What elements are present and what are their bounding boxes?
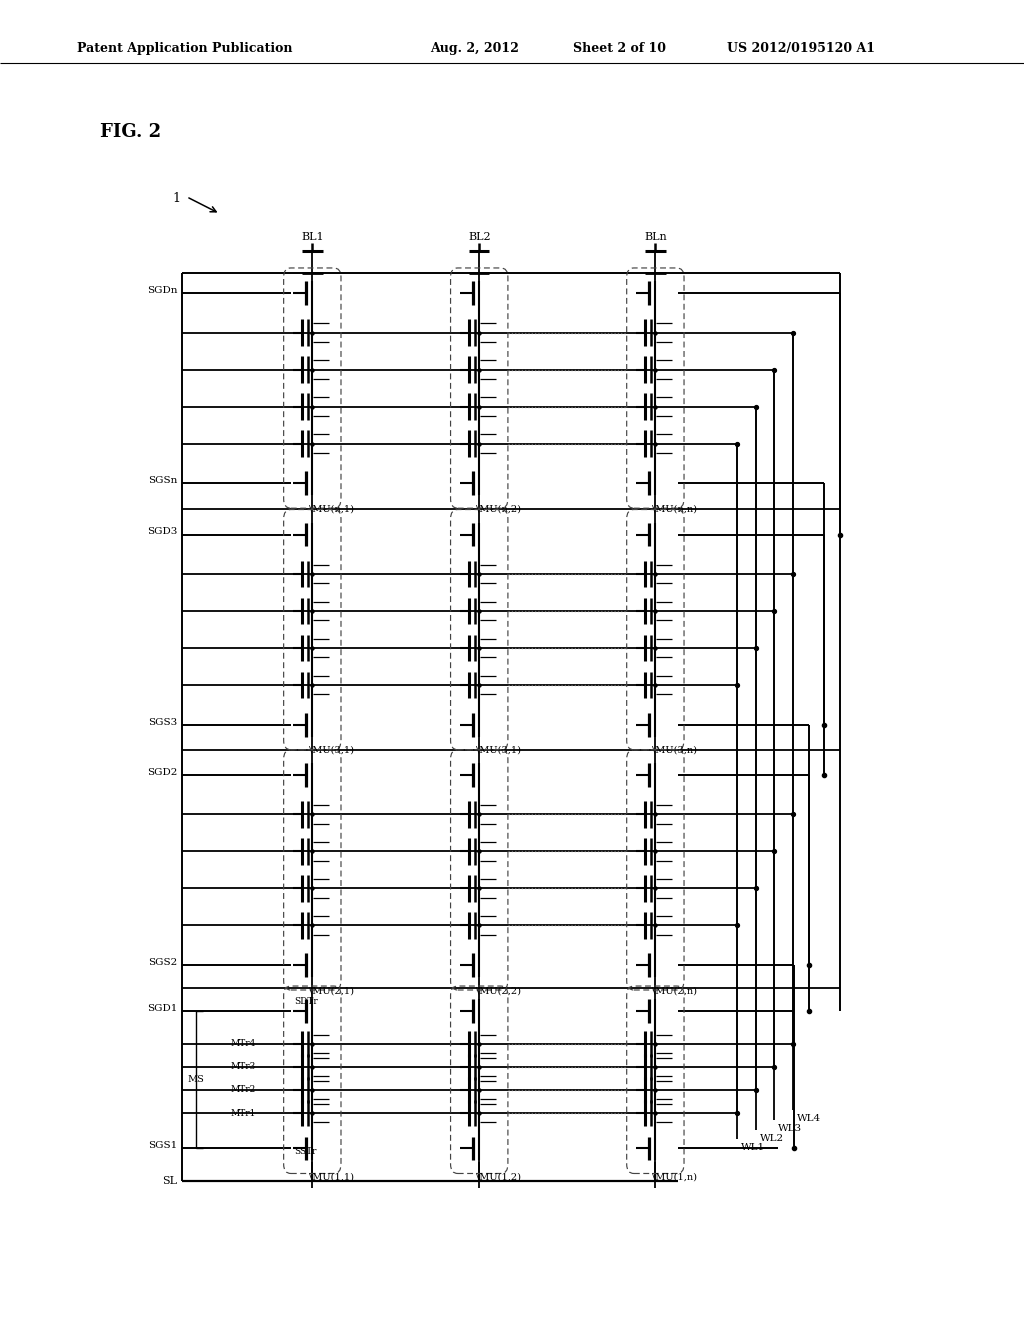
- Text: \MU(n,n): \MU(n,n): [652, 504, 697, 513]
- Text: \MU(1,n): \MU(1,n): [652, 1172, 697, 1181]
- Text: WL2: WL2: [760, 1134, 784, 1143]
- Text: SL: SL: [162, 1176, 177, 1187]
- Text: SGS3: SGS3: [147, 718, 177, 726]
- Text: \MU(1,1): \MU(1,1): [309, 1172, 354, 1181]
- Text: BL2: BL2: [468, 231, 490, 242]
- Text: SSTr: SSTr: [294, 1147, 316, 1155]
- Text: SGS2: SGS2: [147, 958, 177, 966]
- Text: MTr4: MTr4: [230, 1039, 256, 1048]
- Text: Patent Application Publication: Patent Application Publication: [77, 42, 292, 55]
- Text: SGDn: SGDn: [146, 286, 177, 294]
- Text: WL4: WL4: [797, 1114, 821, 1123]
- Text: SGD3: SGD3: [146, 528, 177, 536]
- Text: \MU(1,2): \MU(1,2): [476, 1172, 521, 1181]
- Text: SDTr: SDTr: [294, 998, 317, 1006]
- Text: Aug. 2, 2012: Aug. 2, 2012: [430, 42, 519, 55]
- Text: SGD2: SGD2: [146, 768, 177, 776]
- Text: BLn: BLn: [644, 231, 667, 242]
- Text: Sheet 2 of 10: Sheet 2 of 10: [573, 42, 667, 55]
- Text: 1: 1: [172, 191, 180, 205]
- Text: \MU(3,1): \MU(3,1): [476, 746, 521, 755]
- Text: WL3: WL3: [778, 1123, 803, 1133]
- Text: SGSn: SGSn: [147, 477, 177, 484]
- Text: \MU(2,2): \MU(2,2): [476, 986, 521, 995]
- Text: US 2012/0195120 A1: US 2012/0195120 A1: [727, 42, 876, 55]
- Text: MTr3: MTr3: [230, 1063, 256, 1072]
- Text: MTr2: MTr2: [230, 1085, 256, 1094]
- Text: BL1: BL1: [301, 231, 324, 242]
- Text: SGD1: SGD1: [146, 1005, 177, 1012]
- Text: FIG. 2: FIG. 2: [100, 123, 162, 141]
- Text: WL1: WL1: [741, 1143, 766, 1152]
- Text: MS: MS: [187, 1076, 204, 1084]
- Text: SGS1: SGS1: [147, 1142, 177, 1150]
- Text: \MU(2,1): \MU(2,1): [309, 986, 354, 995]
- Text: \MU(n,1): \MU(n,1): [309, 504, 354, 513]
- Text: \MU(3,n): \MU(3,n): [652, 746, 697, 755]
- Text: \MU(2,n): \MU(2,n): [652, 986, 697, 995]
- Text: MTr1: MTr1: [230, 1109, 256, 1118]
- Text: \MU(n,2): \MU(n,2): [476, 504, 521, 513]
- Text: \MU(3,1): \MU(3,1): [309, 746, 354, 755]
